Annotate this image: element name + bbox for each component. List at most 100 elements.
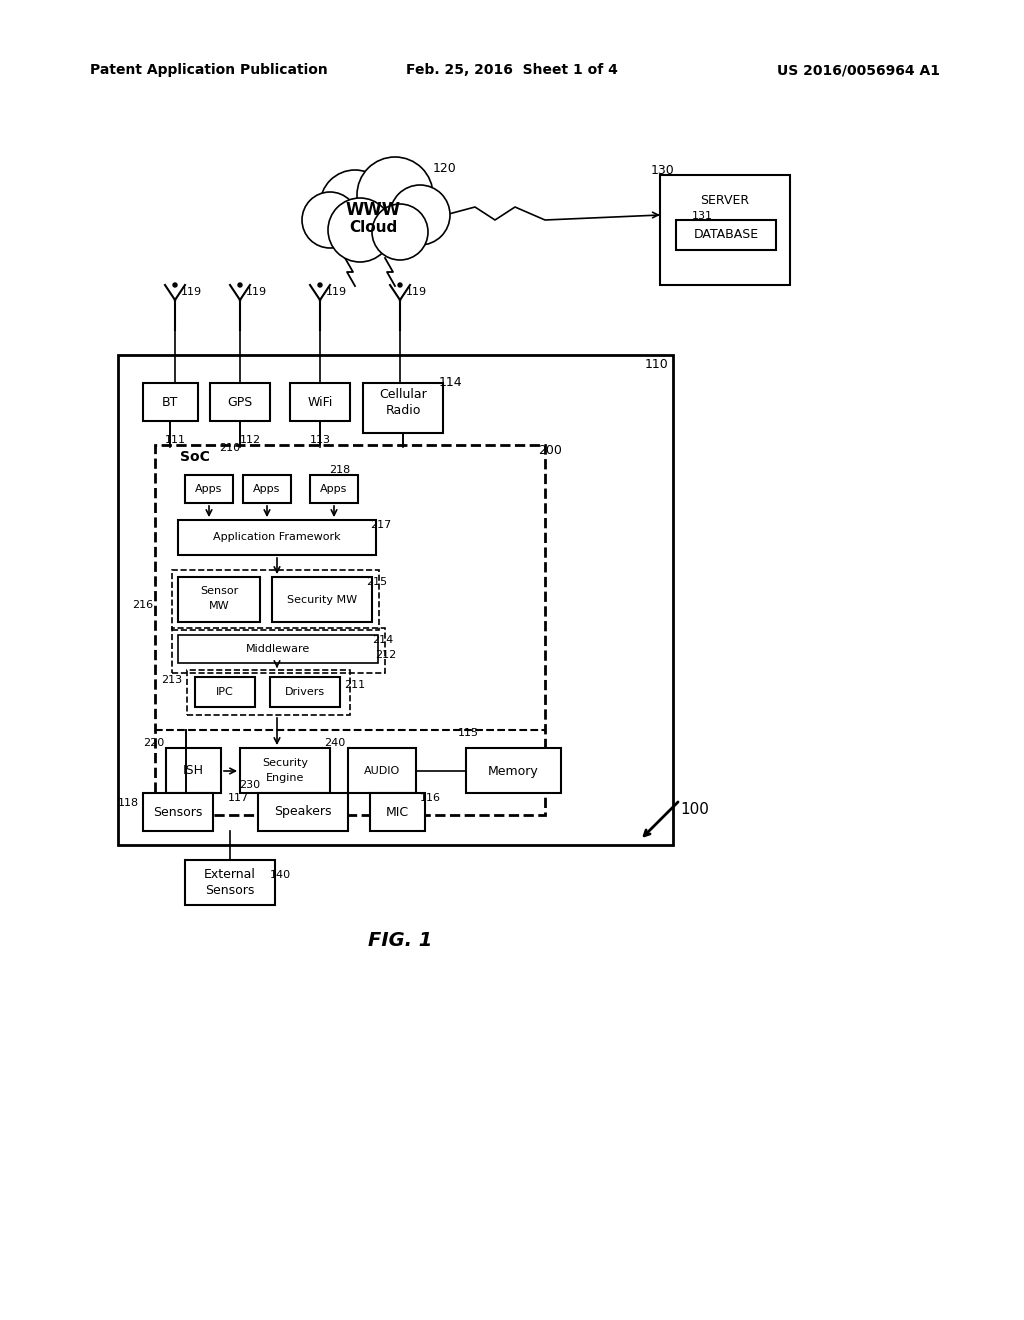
Text: 117: 117	[227, 793, 249, 803]
Text: ISH: ISH	[182, 764, 204, 777]
Bar	[243, 475, 291, 503]
Text: 213: 213	[162, 675, 182, 685]
Bar	[155, 445, 545, 814]
Bar	[660, 176, 790, 285]
Bar	[466, 748, 561, 793]
Bar	[290, 383, 350, 421]
Circle shape	[302, 191, 358, 248]
Text: SERVER: SERVER	[700, 194, 750, 206]
Circle shape	[328, 198, 392, 261]
Text: 218: 218	[330, 465, 350, 475]
Circle shape	[318, 282, 322, 286]
Bar	[185, 475, 233, 503]
Text: Sensors: Sensors	[154, 805, 203, 818]
Text: MIC: MIC	[385, 805, 409, 818]
Bar	[172, 628, 385, 673]
Bar	[178, 635, 378, 663]
Text: WWW: WWW	[345, 201, 400, 219]
Text: Sensors: Sensors	[206, 883, 255, 896]
Text: 214: 214	[373, 635, 393, 645]
Text: 215: 215	[367, 577, 387, 587]
Bar	[362, 383, 443, 433]
Bar	[310, 475, 358, 503]
Text: 131: 131	[691, 211, 713, 220]
Bar	[240, 748, 330, 793]
Text: 240: 240	[325, 738, 346, 748]
Bar	[258, 793, 348, 832]
Bar	[143, 383, 198, 421]
Text: AUDIO: AUDIO	[364, 766, 400, 776]
Bar	[272, 577, 372, 622]
Text: Apps: Apps	[196, 484, 222, 494]
Text: 212: 212	[376, 649, 396, 660]
Text: 112: 112	[240, 436, 260, 445]
Text: Engine: Engine	[266, 774, 304, 783]
Text: 114: 114	[438, 376, 462, 389]
Circle shape	[398, 282, 402, 286]
Text: Patent Application Publication: Patent Application Publication	[90, 63, 328, 77]
Text: 111: 111	[165, 436, 185, 445]
Circle shape	[372, 205, 428, 260]
Text: 110: 110	[644, 359, 668, 371]
Text: Apps: Apps	[321, 484, 348, 494]
Bar	[172, 570, 379, 630]
Text: 119: 119	[326, 286, 346, 297]
Text: 115: 115	[458, 729, 478, 738]
Text: 220: 220	[143, 738, 165, 748]
Text: Feb. 25, 2016  Sheet 1 of 4: Feb. 25, 2016 Sheet 1 of 4	[407, 63, 617, 77]
Text: DATABASE: DATABASE	[693, 228, 759, 242]
Text: Drivers: Drivers	[285, 686, 325, 697]
Circle shape	[357, 157, 433, 234]
Text: IPC: IPC	[216, 686, 233, 697]
Text: Speakers: Speakers	[274, 805, 332, 818]
Circle shape	[319, 170, 390, 240]
Text: WiFi: WiFi	[307, 396, 333, 408]
Text: 200: 200	[538, 444, 562, 457]
Text: Cellular: Cellular	[379, 388, 427, 401]
Text: 120: 120	[433, 161, 457, 174]
Text: FIG. 1: FIG. 1	[368, 931, 432, 949]
Text: SoC: SoC	[180, 450, 210, 465]
Bar	[178, 577, 260, 622]
Text: Security: Security	[262, 758, 308, 768]
Text: GPS: GPS	[227, 396, 253, 408]
Text: Memory: Memory	[487, 764, 539, 777]
Bar	[185, 861, 275, 906]
Bar	[187, 671, 350, 715]
Bar	[270, 677, 340, 708]
Text: Application Framework: Application Framework	[213, 532, 341, 543]
Text: Security MW: Security MW	[287, 595, 357, 605]
Text: 140: 140	[269, 870, 291, 880]
Text: 119: 119	[180, 286, 202, 297]
Text: 100: 100	[681, 803, 710, 817]
Circle shape	[238, 282, 242, 286]
Text: External: External	[204, 869, 256, 882]
Text: 113: 113	[309, 436, 331, 445]
Text: 118: 118	[118, 799, 138, 808]
Bar	[676, 220, 776, 249]
Text: Apps: Apps	[253, 484, 281, 494]
Text: 119: 119	[406, 286, 427, 297]
Bar	[166, 748, 221, 793]
Circle shape	[390, 185, 450, 246]
Text: BT: BT	[162, 396, 178, 408]
Text: 217: 217	[371, 520, 391, 531]
Bar	[210, 383, 270, 421]
Text: Cloud: Cloud	[349, 220, 397, 235]
Text: Radio: Radio	[385, 404, 421, 417]
Text: 119: 119	[246, 286, 266, 297]
Bar	[348, 748, 416, 793]
Bar	[195, 677, 255, 708]
Text: Middleware: Middleware	[246, 644, 310, 653]
Text: 230: 230	[240, 780, 260, 789]
Text: 211: 211	[344, 680, 366, 690]
Text: 216: 216	[132, 601, 154, 610]
Bar	[370, 793, 425, 832]
Bar	[118, 355, 673, 845]
Circle shape	[173, 282, 177, 286]
Text: MW: MW	[209, 601, 229, 611]
Text: 130: 130	[651, 164, 675, 177]
Text: Sensor: Sensor	[200, 586, 239, 597]
Text: 210: 210	[219, 444, 241, 453]
Bar	[143, 793, 213, 832]
